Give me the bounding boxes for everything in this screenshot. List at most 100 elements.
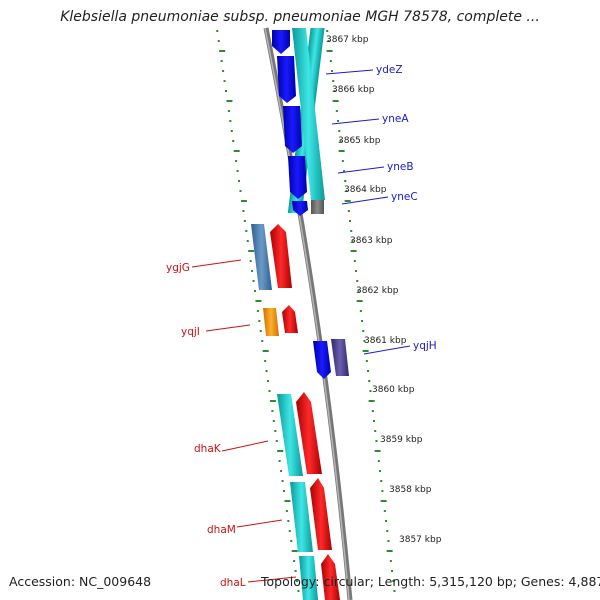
- tick-minor: [252, 280, 255, 282]
- tick-minor: [224, 90, 227, 92]
- gene-leader-line: [331, 118, 380, 125]
- gene-band-cyan-upper[interactable]: [292, 28, 325, 200]
- tick-minor: [347, 210, 350, 212]
- tick-minor: [227, 110, 230, 112]
- tick-minor: [243, 220, 246, 222]
- tick-minor: [290, 540, 293, 542]
- tick-minor: [268, 390, 271, 392]
- tick-minor: [373, 420, 376, 422]
- tick-minor: [285, 510, 288, 512]
- cds-arrow-blue-1[interactable]: [272, 30, 290, 54]
- tick-minor: [392, 580, 395, 582]
- cds-arrow-blue-yqjh[interactable]: [313, 341, 331, 379]
- gene-label-ynea[interactable]: yneA: [382, 113, 409, 125]
- cds-arrow-red-yqji[interactable]: [282, 305, 298, 333]
- cds-arrow-blue-2[interactable]: [277, 56, 296, 103]
- tick-minor: [249, 260, 252, 262]
- tick-minor: [230, 130, 233, 132]
- tick-minor: [331, 70, 334, 72]
- tick-minor: [359, 310, 362, 312]
- map-title: Klebsiella pneumoniae subsp. pneumoniae …: [60, 9, 540, 25]
- gene-label-dham[interactable]: dhaM: [207, 524, 236, 536]
- scale-label: 3858 kbp: [389, 485, 432, 495]
- tick-major: [332, 100, 339, 102]
- tick-minor: [216, 30, 219, 32]
- tick-minor: [236, 170, 239, 172]
- gene-leader-line: [247, 576, 297, 583]
- tick-minor: [327, 40, 330, 42]
- gene-label-yqjh[interactable]: yqjH: [413, 340, 437, 352]
- tick-minor: [368, 380, 371, 382]
- tick-minor: [232, 140, 235, 142]
- tick-minor: [329, 60, 332, 62]
- cds-arrow-blue-3[interactable]: [283, 106, 302, 153]
- tick-minor: [365, 360, 368, 362]
- cds-arrow-red-dham[interactable]: [310, 478, 332, 550]
- gene-labels: ydeZ yneA yneB yneC yqjH ygjG yqjI dhaK dhaM dhaL: [166, 64, 437, 589]
- tick-minor: [393, 590, 396, 592]
- tick-minor: [351, 240, 354, 242]
- gene-steelblue-ygjg[interactable]: [251, 224, 272, 290]
- tick-major: [368, 400, 375, 402]
- tick-major: [269, 400, 276, 402]
- tick-minor: [245, 230, 248, 232]
- cds-arrow-blue-4[interactable]: [288, 156, 307, 199]
- tick-major: [362, 350, 369, 352]
- gene-leader-line: [191, 259, 242, 268]
- tick-major: [291, 550, 298, 552]
- gene-label-yqji[interactable]: yqjI: [181, 326, 200, 338]
- tick-major: [226, 100, 233, 102]
- gene-label-dhal[interactable]: dhaL: [220, 577, 246, 589]
- tick-minor: [278, 460, 281, 462]
- tick-major: [326, 50, 333, 52]
- gene-block-gray[interactable]: [311, 200, 324, 214]
- tick-minor: [344, 180, 347, 182]
- cds-arrow-red-dhal[interactable]: [321, 554, 340, 600]
- tick-minor: [343, 170, 346, 172]
- tick-minor: [374, 430, 377, 432]
- tick-major: [356, 300, 363, 302]
- gene-label-ynec[interactable]: yneC: [391, 191, 418, 203]
- tick-major: [277, 450, 284, 452]
- gene-label-ygjg[interactable]: ygjG: [166, 262, 190, 274]
- tick-minor: [223, 80, 226, 82]
- scale-labels: 3867 kbp 3866 kbp 3865 kbp 3864 kbp 3863 kbp…: [326, 35, 442, 545]
- topology-summary: Topology: circular; Length: 5,315,120 bp…: [261, 574, 600, 589]
- gene-leader-line: [205, 324, 251, 332]
- tick-minor: [353, 260, 356, 262]
- tick-minor: [271, 410, 274, 412]
- gene-band-cyan-dham[interactable]: [290, 482, 313, 552]
- tick-minor: [253, 290, 256, 292]
- tick-minor: [265, 370, 268, 372]
- gene-label-ydez[interactable]: ydeZ: [376, 64, 403, 76]
- tick-minor: [251, 270, 254, 272]
- tick-minor: [379, 470, 382, 472]
- scale-label: 3866 kbp: [332, 85, 375, 95]
- cds-arrow-red-ygjg[interactable]: [270, 224, 292, 288]
- gene-band-cyan-dhal[interactable]: [299, 556, 318, 600]
- gene-slate-yqjh[interactable]: [331, 339, 349, 376]
- cds-arrow-blue-5[interactable]: [292, 201, 308, 216]
- gene-leader-line: [341, 196, 389, 205]
- tick-major: [338, 150, 345, 152]
- tick-minor: [362, 330, 365, 332]
- gene-label-dhak[interactable]: dhaK: [194, 443, 222, 455]
- left-tick-track: [216, 30, 300, 592]
- tick-minor: [293, 560, 296, 562]
- tick-major: [248, 250, 255, 252]
- scale-label: 3859 kbp: [380, 435, 423, 445]
- genome-backbone-highlight: [264, 27, 350, 600]
- tick-major: [374, 450, 381, 452]
- tick-minor: [371, 410, 374, 412]
- tick-minor: [326, 30, 329, 32]
- accession-text: Accession: NC_009648: [9, 574, 152, 589]
- tick-major: [262, 350, 269, 352]
- gene-orange-yqji[interactable]: [263, 308, 279, 336]
- scale-label: 3863 kbp: [350, 236, 393, 246]
- tick-minor: [338, 130, 341, 132]
- gene-band-cyan-dhak[interactable]: [277, 394, 303, 476]
- gene-label-yneb[interactable]: yneB: [387, 161, 414, 173]
- tick-minor: [386, 530, 389, 532]
- cds-arrow-red-dhak[interactable]: [296, 392, 322, 474]
